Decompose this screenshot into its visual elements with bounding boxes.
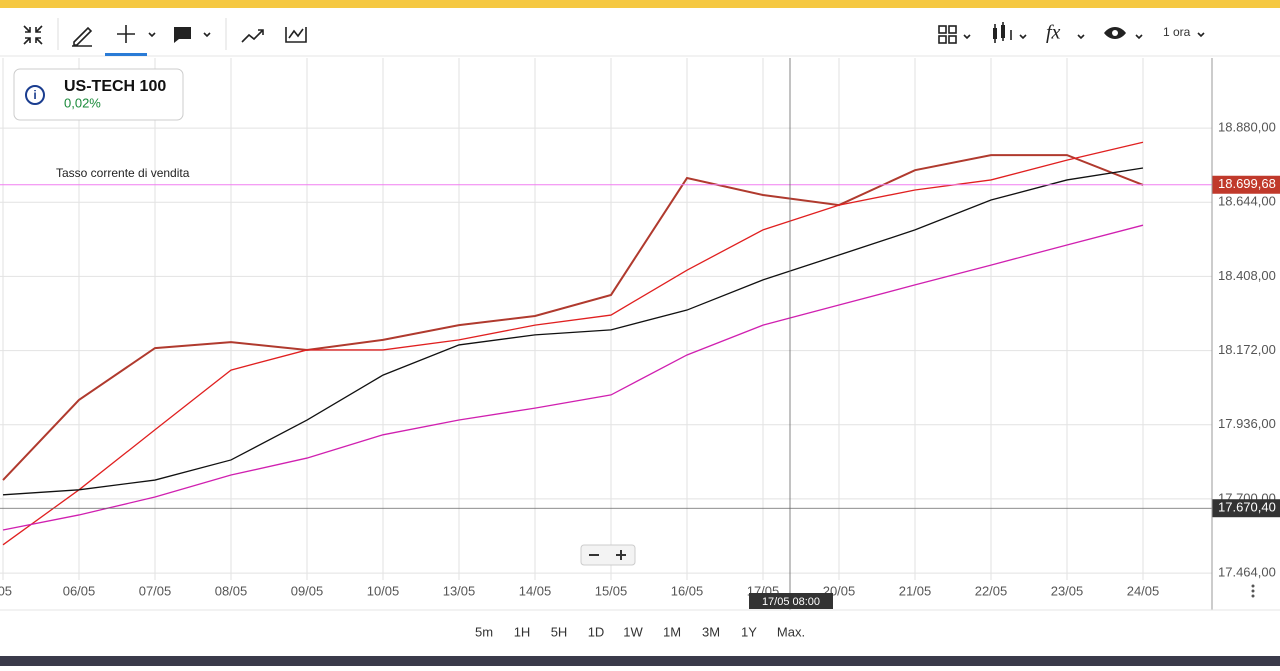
chevron (1197, 32, 1205, 38)
x-tick-label: 10/05 (367, 583, 400, 598)
timeframe-button[interactable]: Max. (777, 624, 805, 639)
trend-icon[interactable] (241, 29, 264, 43)
more-icon[interactable] (1251, 584, 1255, 598)
bottom-strip (0, 656, 1280, 666)
current-price-label: 18.699,68 (1218, 176, 1276, 191)
y-tick-label: 18.880,00 (1218, 120, 1276, 135)
svg-text:fx: fx (1046, 22, 1061, 44)
x-tick-label: 06/05 (63, 583, 96, 598)
pencil-icon[interactable] (72, 26, 93, 47)
timeframe-button[interactable]: 1D (588, 624, 605, 639)
series-line (2, 167, 1144, 496)
x-tick-label: 24/05 (1127, 583, 1160, 598)
timeframe-button[interactable]: 1W (623, 624, 643, 639)
current-price-box (1212, 175, 1280, 194)
indicator-icon[interactable] (285, 27, 307, 43)
top-strip (0, 0, 1280, 8)
y-tick-label: 17.464,00 (1218, 565, 1276, 580)
x-tick-label: 07/05 (139, 583, 172, 598)
plot: 17.464,0017.700,0017.936,0018.172,0018.4… (0, 58, 1280, 598)
timeframe-button[interactable]: 3M (702, 624, 720, 639)
timeframe-button[interactable]: 5m (475, 624, 493, 639)
timeframe-button[interactable]: 1Y (741, 624, 757, 639)
toolbar (0, 8, 1280, 56)
timeframe-button[interactable]: 1M (663, 624, 681, 639)
comment-shape (174, 27, 191, 43)
info-i: i (33, 88, 36, 102)
x-tick-label: 08/05 (215, 583, 248, 598)
active-tool (105, 53, 147, 56)
bottom-bar (0, 610, 1280, 656)
x-tick-label: /05 (0, 583, 12, 598)
crosshair-price-box (1212, 499, 1280, 518)
fx-icon[interactable]: fx (1046, 22, 1085, 44)
info-icon (25, 85, 45, 105)
timeframe-bar: 5m 1H 5H 1D 1W 1M 3M 1Y Max. (475, 624, 805, 639)
layout-icon[interactable] (938, 25, 971, 44)
crosshair-time-box (749, 593, 833, 609)
comment-icon[interactable] (174, 27, 211, 43)
instrument-name: US-TECH 100 (64, 78, 166, 95)
x-tick-label: 23/05 (1051, 583, 1084, 598)
annotation: Tasso corrente di vendita (56, 166, 190, 180)
x-tick-label: 13/05 (443, 583, 476, 598)
y-tick-label: 18.644,00 (1218, 194, 1276, 209)
x-tick-label: 14/05 (519, 583, 552, 598)
crosshair-price-label: 17.670,40 (1218, 500, 1276, 515)
x-tick-label: 09/05 (291, 583, 324, 598)
x-tick-label: 16/05 (671, 583, 704, 598)
y-tick-label: 17.936,00 (1218, 416, 1276, 431)
zoom-in[interactable] (616, 550, 626, 560)
timeframe-button[interactable]: 1H (514, 624, 531, 639)
y-tick-label: 18.172,00 (1218, 342, 1276, 357)
series-line (2, 154, 1144, 481)
instrument-change: 0,02% (64, 95, 101, 110)
crosshair-icon[interactable] (117, 25, 156, 43)
crosshair-time: 17/05 08:00 (762, 596, 820, 608)
collapse-icon[interactable] (23, 25, 43, 45)
x-tick-label: 15/05 (595, 583, 628, 598)
series-line (2, 224, 1144, 531)
candle-icon[interactable] (993, 22, 1027, 43)
timeframe-button[interactable]: 5H (551, 624, 568, 639)
x-tick-label: 21/05 (899, 583, 932, 598)
instrument-box[interactable] (13, 68, 184, 121)
x-tick-label: 22/05 (975, 583, 1008, 598)
timeframe-select[interactable]: 1 ora (1163, 25, 1191, 39)
y-tick-label: 18.408,00 (1218, 268, 1276, 283)
eye-icon[interactable] (1104, 27, 1143, 40)
